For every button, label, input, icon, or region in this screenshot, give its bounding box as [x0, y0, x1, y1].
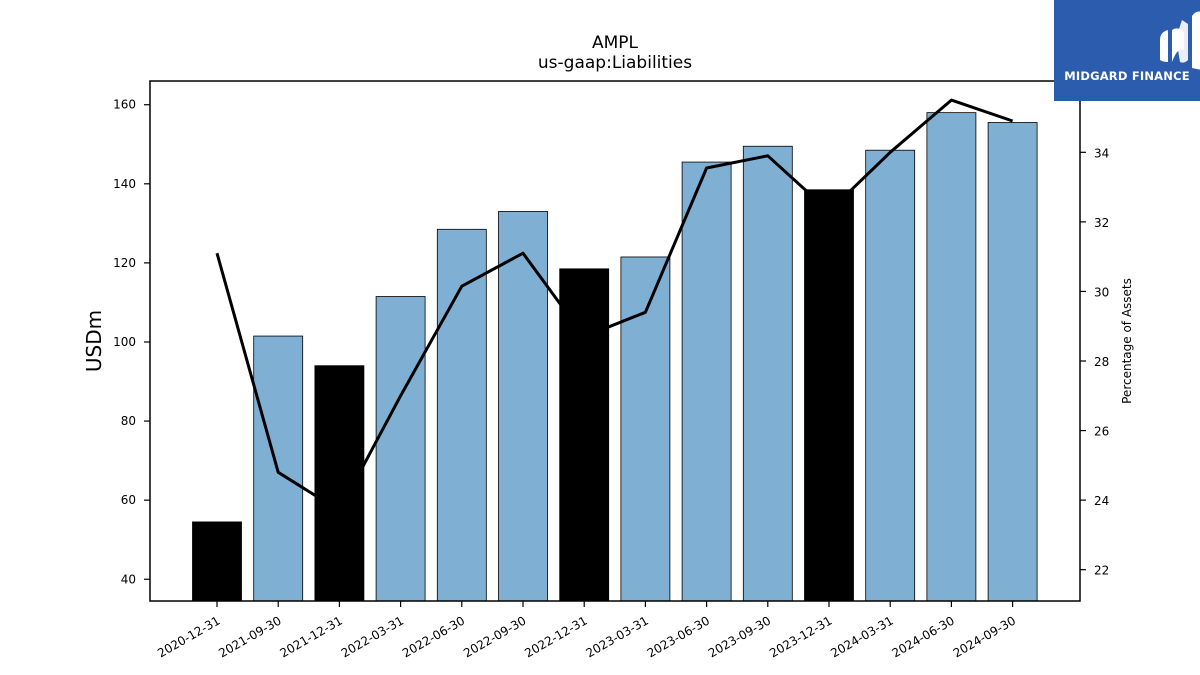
bar-2023-03-31 [620, 256, 671, 602]
x-tick-label: 2023-09-30 [706, 613, 773, 660]
chart-subtitle: us-gaap:Liabilities [538, 53, 692, 73]
bar-2024-03-31 [865, 149, 916, 602]
y-tick-label: 40 [121, 572, 136, 586]
bar-2023-12-31 [804, 189, 854, 602]
y-tick-label: 160 [113, 98, 136, 112]
x-tick-label: 2020-12-31 [155, 613, 222, 660]
y2-axis-label: Percentage of Assets [1120, 278, 1134, 404]
y2-tick-label: 30 [1094, 285, 1109, 299]
bar-2023-06-30 [681, 161, 732, 602]
y-axis-left: 40 60 80 100 120 140 160 [113, 98, 150, 586]
bar-2020-12-31 [192, 521, 242, 602]
x-tick-label: 2021-12-31 [277, 613, 344, 660]
bar-2022-12-31 [559, 268, 610, 602]
y2-tick-label: 22 [1094, 564, 1109, 578]
chart-title: AMPL [592, 33, 639, 53]
bar-2023-09-30 [742, 145, 793, 602]
x-tick-label: 2023-12-31 [767, 613, 834, 660]
bar-2024-06-30 [926, 112, 977, 602]
y-tick-label: 120 [113, 256, 136, 270]
plot-frame [149, 80, 1081, 602]
x-tick-label: 2022-09-30 [461, 613, 528, 660]
y2-tick-label: 24 [1094, 494, 1109, 508]
y2-tick-label: 28 [1094, 355, 1109, 369]
x-tick-label: 2024-03-31 [828, 613, 895, 660]
y-axis-right: 22 24 26 28 30 32 34 [1080, 146, 1109, 578]
y2-tick-label: 34 [1094, 146, 1109, 160]
x-tick-label: 2023-03-31 [583, 613, 650, 660]
x-tick-label: 2022-06-30 [400, 613, 467, 660]
x-tick-label: 2021-09-30 [216, 613, 283, 660]
y-tick-label: 80 [121, 414, 136, 428]
logo-text: MIDGARD FINANCE [1064, 69, 1190, 83]
bar-2021-12-31 [314, 365, 365, 602]
x-tick-label: 2022-03-31 [339, 613, 406, 660]
y-tick-label: 60 [121, 493, 136, 507]
line-series [215, 98, 1014, 513]
percentage-line [215, 98, 1014, 513]
y-axis-label: USDm [82, 310, 106, 372]
x-tick-label: 2022-12-31 [522, 613, 589, 660]
y2-tick-label: 32 [1094, 216, 1109, 230]
y-tick-label: 100 [113, 335, 136, 349]
x-axis: 2020-12-312021-09-302021-12-312022-03-31… [155, 601, 1018, 660]
x-tick-label: 2024-09-30 [951, 613, 1018, 660]
x-tick-label: 2024-06-30 [889, 613, 956, 660]
y2-tick-label: 26 [1094, 425, 1109, 439]
bar-2022-03-31 [375, 296, 426, 602]
bar-2024-09-30 [987, 122, 1038, 602]
midgard-logo-icon [1160, 11, 1200, 70]
bar-2022-06-30 [436, 228, 487, 602]
y-tick-label: 140 [113, 177, 136, 191]
x-tick-label: 2023-06-30 [645, 613, 712, 660]
bar-series [192, 112, 1038, 602]
bar-2022-09-30 [498, 211, 548, 602]
midgard-finance-logo: MIDGARD FINANCE [1054, 0, 1200, 101]
